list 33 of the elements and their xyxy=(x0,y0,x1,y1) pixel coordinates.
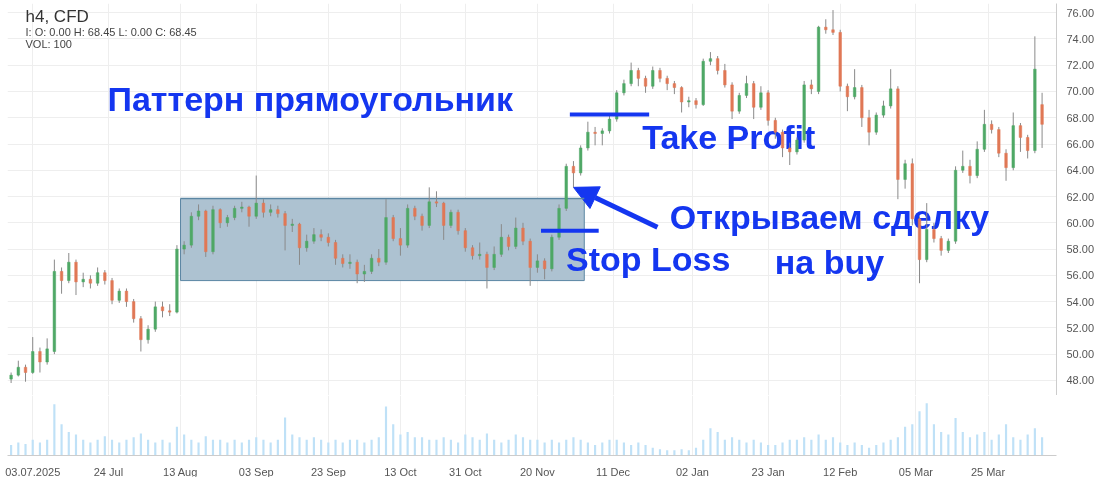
x-tick-label: 13 Aug xyxy=(163,465,198,477)
y-tick-label: 62.00 xyxy=(1066,190,1095,203)
y-tick-label: 48.00 xyxy=(1066,374,1095,387)
annotation: I: O: 0.00 H: 68.45 L: 0.00 C: 68.45 xyxy=(25,25,197,38)
x-tick-label: 12 Feb xyxy=(823,465,858,477)
x-tick-label: 25 Mar xyxy=(970,465,1006,477)
x-tick-label: 23 Jan xyxy=(751,465,785,477)
x-tick-label: 11 Dec xyxy=(596,465,631,477)
y-tick-label: 58.00 xyxy=(1066,243,1095,256)
x-tick-label: 02 Jan xyxy=(675,465,709,477)
x-tick-label: 13 Oct xyxy=(384,465,417,477)
y-tick-label: 72.00 xyxy=(1066,59,1095,72)
y-tick-label: 60.00 xyxy=(1066,216,1095,229)
y-tick-label: 66.00 xyxy=(1066,138,1095,151)
y-tick-label: 74.00 xyxy=(1066,32,1095,45)
y-tick-label: 70.00 xyxy=(1066,85,1095,98)
x-tick-label: 03.07.2025 xyxy=(5,465,61,477)
x-tick-label: 03 Sep xyxy=(238,465,274,477)
x-tick-label: 05 Mar xyxy=(898,465,934,477)
y-tick-label: 54.00 xyxy=(1066,295,1095,308)
x-tick-label: 23 Sep xyxy=(310,465,346,477)
text: Паттерн прямоугольник xyxy=(107,79,515,118)
x-tick-label: 31 Oct xyxy=(449,465,482,477)
x-tick-label: 24 Jul xyxy=(93,465,124,477)
y-tick-label: 50.00 xyxy=(1066,348,1095,361)
chart-subtitle: h4, CFD xyxy=(25,7,89,26)
y-tick-label: 76.00 xyxy=(1066,6,1095,19)
y-tick-label: 52.00 xyxy=(1066,321,1095,334)
x-tick-label: 20 Nov xyxy=(519,465,556,477)
y-tick-label: 64.00 xyxy=(1066,164,1095,177)
y-tick-label: 68.00 xyxy=(1066,111,1095,124)
y-tick-label: 56.00 xyxy=(1066,269,1095,282)
annotation: VOL: 100 xyxy=(25,37,72,50)
